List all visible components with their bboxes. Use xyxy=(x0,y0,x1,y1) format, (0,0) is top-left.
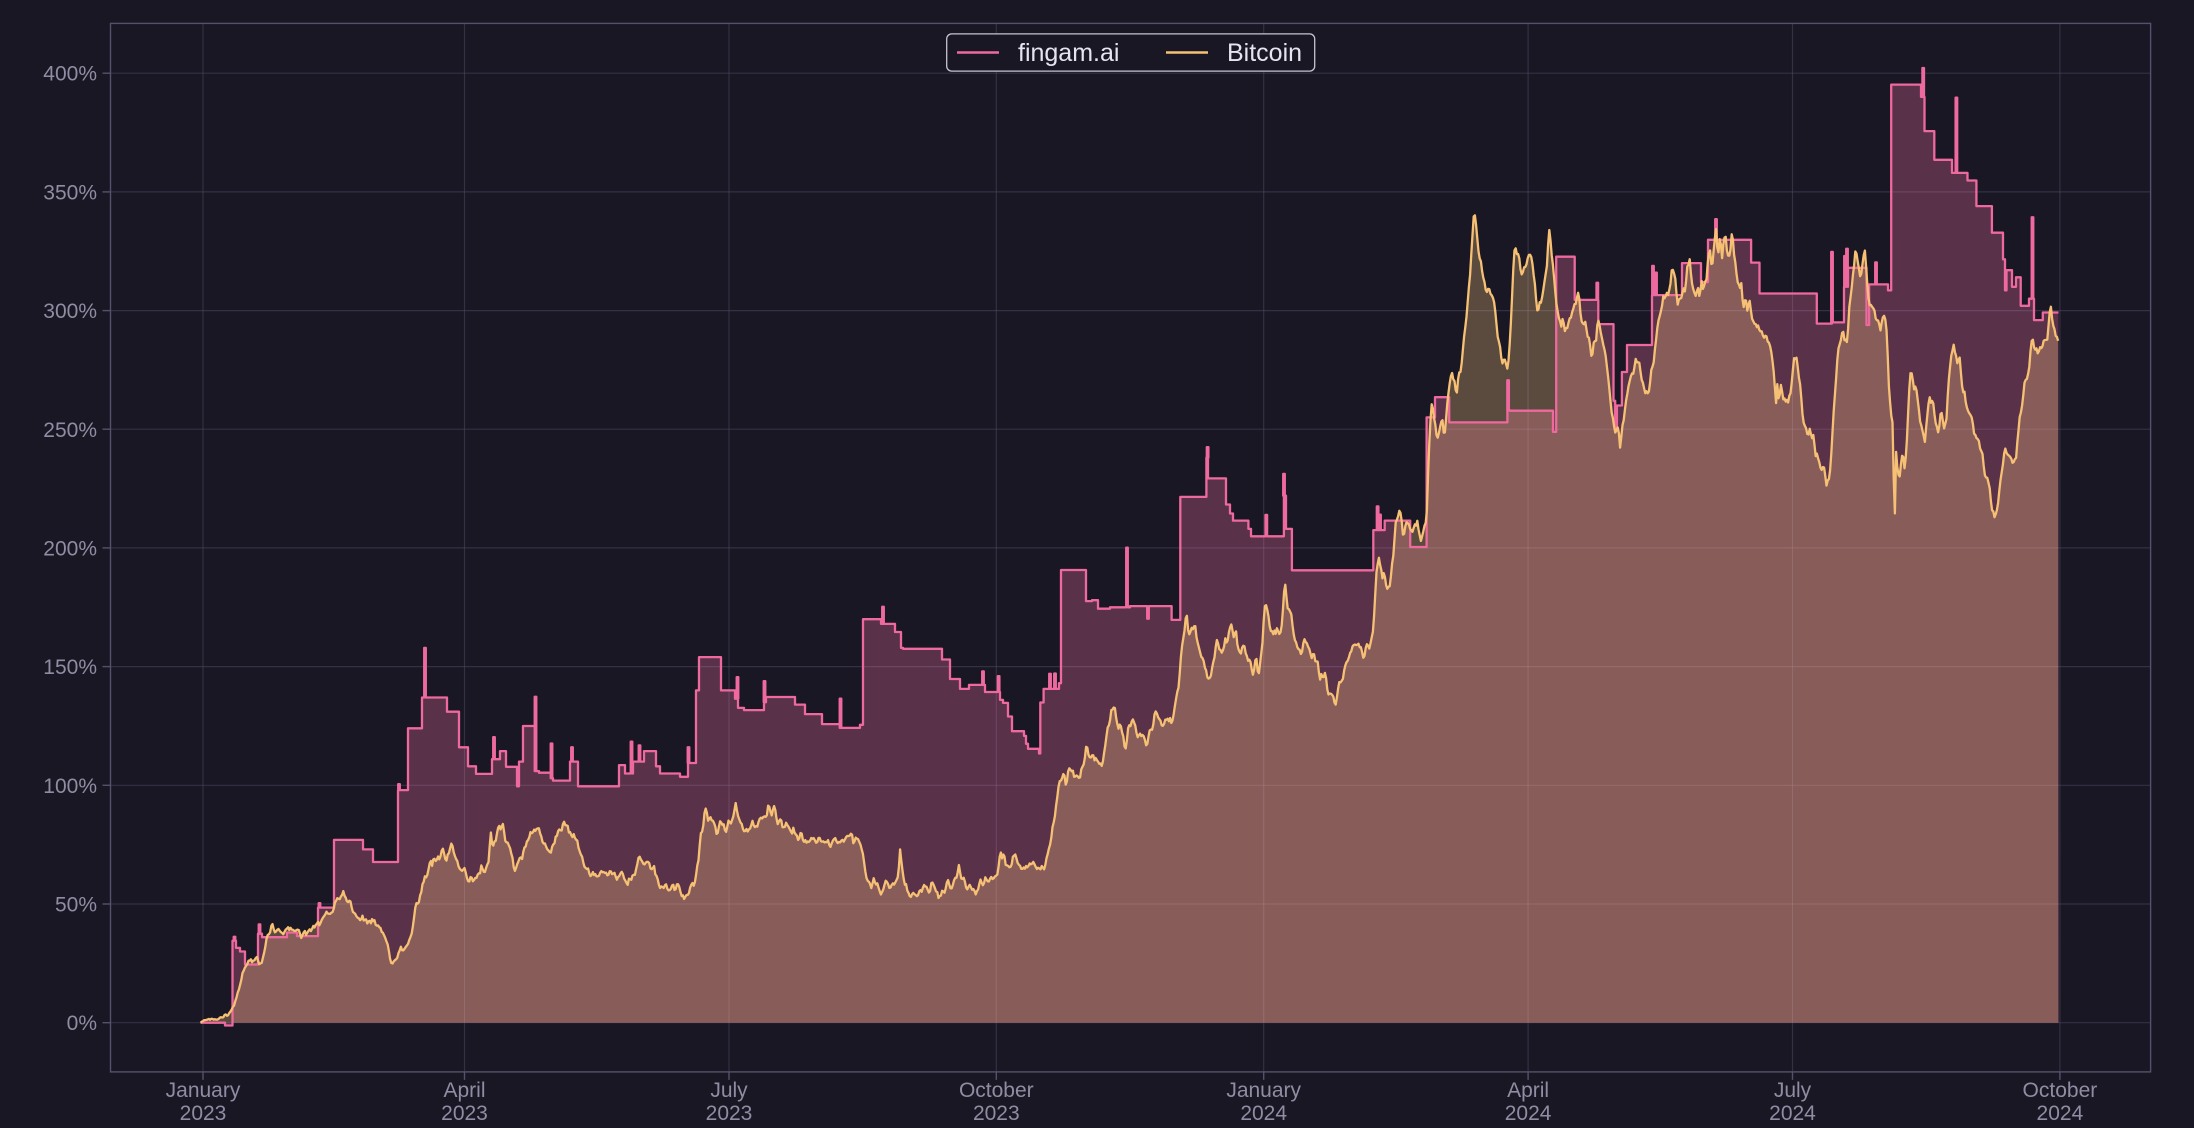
svg-text:50%: 50% xyxy=(55,894,97,917)
svg-text:150%: 150% xyxy=(43,656,97,679)
svg-text:2023: 2023 xyxy=(973,1102,1020,1125)
svg-text:July: July xyxy=(1774,1079,1812,1102)
svg-text:fingam.ai: fingam.ai xyxy=(1018,39,1119,67)
svg-text:2023: 2023 xyxy=(180,1102,227,1125)
svg-text:300%: 300% xyxy=(43,300,97,323)
svg-text:January: January xyxy=(1226,1079,1301,1102)
svg-text:250%: 250% xyxy=(43,419,97,442)
svg-text:200%: 200% xyxy=(43,537,97,560)
svg-text:April: April xyxy=(1507,1079,1549,1102)
svg-text:2024: 2024 xyxy=(2037,1102,2084,1125)
svg-text:100%: 100% xyxy=(43,775,97,798)
svg-text:2024: 2024 xyxy=(1769,1102,1816,1125)
svg-text:2023: 2023 xyxy=(706,1102,753,1125)
svg-text:October: October xyxy=(2023,1079,2098,1102)
svg-text:350%: 350% xyxy=(43,181,97,204)
svg-text:400%: 400% xyxy=(43,63,97,86)
svg-text:January: January xyxy=(166,1079,241,1102)
svg-text:April: April xyxy=(443,1079,485,1102)
svg-text:Bitcoin: Bitcoin xyxy=(1227,39,1302,67)
svg-text:2024: 2024 xyxy=(1505,1102,1552,1125)
svg-text:October: October xyxy=(959,1079,1034,1102)
svg-text:0%: 0% xyxy=(67,1012,97,1035)
svg-text:July: July xyxy=(710,1079,748,1102)
svg-text:2023: 2023 xyxy=(441,1102,488,1125)
svg-text:2024: 2024 xyxy=(1240,1102,1287,1125)
